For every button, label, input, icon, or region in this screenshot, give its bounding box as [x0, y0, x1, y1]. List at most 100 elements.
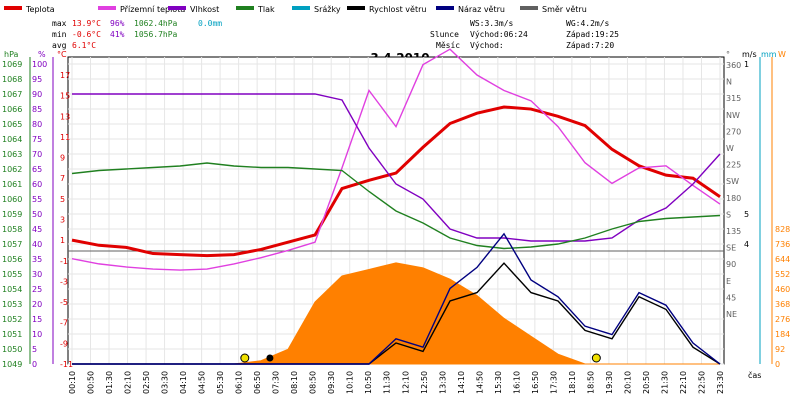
wind-gust-avg: WG:4.2m/s: [566, 19, 610, 28]
temp-tick-label: 15: [60, 92, 70, 101]
x-tick-label: 12:10: [401, 371, 410, 394]
x-tick-label: 18:50: [586, 371, 595, 394]
dir-tick-label: S: [726, 210, 731, 219]
dir-unit-label: °: [726, 50, 730, 59]
stats-max-label: max: [52, 19, 67, 28]
x-tick-label: 08:50: [309, 371, 318, 394]
dir-tick-label: N: [726, 78, 732, 87]
dir-tick-label: 90: [726, 260, 736, 269]
hum-unit-label: %: [38, 50, 46, 59]
press-tick-label: 1061: [2, 180, 22, 189]
x-tick-label: 13:30: [438, 371, 447, 394]
press-tick-label: 1066: [2, 105, 22, 114]
x-tick-label: 21:30: [660, 371, 669, 394]
x-tick-label: 05:30: [216, 371, 225, 394]
temp-tick-label: -11: [60, 360, 73, 369]
legend-swatch: [98, 6, 116, 10]
series-layer: [71, 48, 721, 365]
legend-swatch: [436, 6, 454, 10]
solar-tick-label: 644: [775, 255, 790, 264]
legend-label: Rychlost větru: [369, 5, 426, 14]
wind-tick-label: 4: [744, 240, 749, 249]
hum-tick-label: 45: [32, 225, 42, 234]
moonset: Západ:7:20: [566, 41, 614, 50]
x-tick-label: 03:30: [161, 371, 170, 394]
temp-unit-label: °C: [57, 50, 67, 59]
x-tick-label: 04:50: [198, 371, 207, 394]
press-tick-label: 1058: [2, 225, 22, 234]
temp-tick-label: 17: [60, 71, 70, 80]
temp-tick-label: -7: [60, 319, 68, 328]
stats-min-temp: -0.6°C: [72, 30, 101, 39]
hum-tick-label: 25: [32, 285, 42, 294]
x-tick-label: 23:30: [716, 371, 725, 394]
stats-max-temp: 13.9°C: [72, 19, 101, 28]
astro-block: WS:3.3m/s WG:4.2m/s Slunce Východ:06:24 …: [430, 19, 619, 50]
x-tick-label: 22:50: [697, 371, 706, 394]
dir-tick-label: 45: [726, 293, 736, 302]
press-tick-label: 1063: [2, 150, 22, 159]
dir-tick-label: 225: [726, 161, 741, 170]
temp-tick-label: 13: [60, 112, 70, 121]
x-tick-label: 14:10: [457, 371, 466, 394]
x-tick-label: 19:30: [605, 371, 614, 394]
x-tick-label: 18:10: [568, 371, 577, 394]
solar-tick-label: 92: [775, 345, 785, 354]
hum-tick-label: 95: [32, 75, 42, 84]
hum-tick-label: 40: [32, 240, 42, 249]
legend-label: Směr větru: [542, 5, 587, 14]
moonset-marker: [266, 354, 274, 362]
hum-tick-label: 20: [32, 300, 42, 309]
axes-layer: 00:10 00:50 01:30 02:10 02:50 03:30 04:10 04:50…: [2, 57, 790, 394]
sunrise: Východ:06:24: [470, 30, 528, 39]
x-tick-label: 22:10: [679, 371, 688, 394]
press-tick-label: 1059: [2, 210, 22, 219]
hum-tick-label: 5: [32, 345, 37, 354]
dir-tick-label: 360: [726, 61, 741, 70]
press-tick-label: 1060: [2, 195, 22, 204]
temp-tick-label: 11: [60, 133, 70, 142]
legend-label: Srážky: [314, 5, 341, 14]
x-tick-label: 20:50: [642, 371, 651, 394]
temp-tick-label: 9: [60, 154, 65, 163]
stats-max-press: 1062.4hPa: [134, 19, 178, 28]
moon-label: Měsíc: [436, 41, 460, 50]
legend-label: Vlhkost: [190, 5, 219, 14]
dir-tick-label: SE: [726, 244, 736, 253]
press-tick-label: 1062: [2, 165, 22, 174]
temp-tick-label: 3: [60, 216, 65, 225]
x-tick-label: 17:30: [549, 371, 558, 394]
sunset: Západ:19:25: [566, 30, 619, 39]
legend-label: Přízemní teplota: [120, 5, 185, 14]
hum-tick-label: 35: [32, 255, 42, 264]
legend: Teplota Přízemní teplota Vlhkost Tlak Sr…: [4, 5, 587, 14]
hum-tick-label: 10: [32, 330, 42, 339]
legend-swatch: [236, 6, 254, 10]
press-tick-label: 1051: [2, 330, 22, 339]
press-tick-label: 1049: [2, 360, 22, 369]
temp-tick-label: 7: [60, 174, 65, 183]
temp-tick-label: 5: [60, 195, 65, 204]
dir-tick-label: 315: [726, 94, 741, 103]
wind-speed-avg: WS:3.3m/s: [470, 19, 514, 28]
x-tick-label: 14:50: [475, 371, 484, 394]
stats-block: max 13.9°C 96% 1062.4hPa 0.0mm min -0.6°…: [52, 19, 222, 50]
solar-tick-label: 368: [775, 300, 790, 309]
sun-label: Slunce: [430, 30, 459, 39]
legend-swatch: [347, 6, 365, 10]
solar-tick-label: 276: [775, 315, 790, 324]
x-tick-label: 06:50: [253, 371, 262, 394]
hum-tick-label: 65: [32, 165, 42, 174]
x-tick-label: 01:30: [105, 371, 114, 394]
solar-tick-label: 736: [775, 240, 790, 249]
solar-tick-label: 0: [775, 360, 780, 369]
x-tick-label: 12:50: [420, 371, 429, 394]
legend-swatch: [4, 6, 22, 10]
x-tick-label: 08:10: [290, 371, 299, 394]
dir-tick-label: W: [726, 144, 734, 153]
x-tick-label: 10:10: [346, 371, 355, 394]
grid: [68, 57, 724, 365]
press-tick-label: 1050: [2, 345, 22, 354]
